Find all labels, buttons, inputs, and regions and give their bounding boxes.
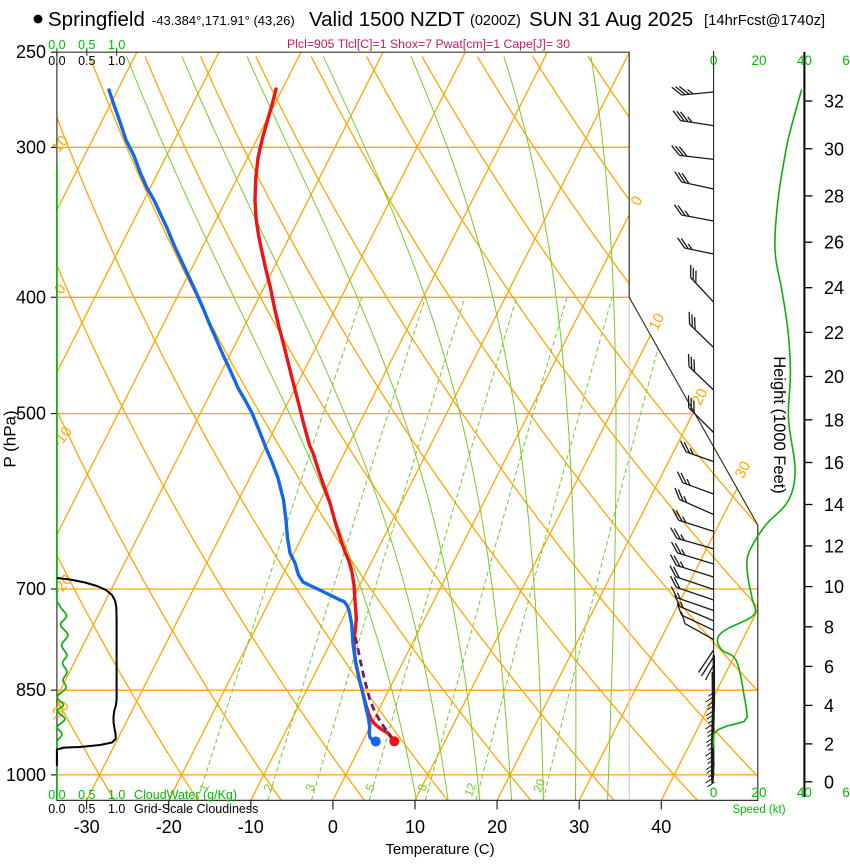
svg-text:60: 60	[842, 785, 850, 800]
svg-text:1.0: 1.0	[108, 38, 125, 52]
svg-text:24: 24	[824, 278, 844, 298]
svg-text:14: 14	[824, 495, 844, 515]
svg-text:1000: 1000	[6, 765, 46, 785]
svg-text:(0200Z): (0200Z)	[470, 13, 521, 29]
svg-text:8: 8	[824, 617, 834, 637]
svg-text:Speed (kt): Speed (kt)	[732, 804, 785, 816]
svg-text:40: 40	[797, 785, 812, 800]
svg-text:0: 0	[824, 772, 834, 792]
svg-text:0.5: 0.5	[78, 802, 95, 816]
svg-text:P (hPa): P (hPa)	[1, 410, 20, 467]
svg-text:32: 32	[824, 92, 844, 112]
svg-text:Temperature (C): Temperature (C)	[385, 841, 494, 858]
svg-text:12: 12	[461, 781, 479, 799]
svg-text:16: 16	[824, 453, 844, 473]
svg-text:0.0: 0.0	[48, 802, 65, 816]
svg-text:18: 18	[824, 410, 844, 430]
svg-text:850: 850	[16, 680, 46, 700]
svg-text:0.0: 0.0	[48, 54, 65, 68]
svg-text:10: 10	[405, 817, 425, 837]
svg-text:1.0: 1.0	[108, 788, 125, 802]
svg-text:0: 0	[710, 785, 718, 800]
svg-text:60: 60	[842, 53, 850, 68]
svg-text:Valid 1500 NZDT: Valid 1500 NZDT	[309, 8, 465, 31]
svg-text:0.5: 0.5	[78, 788, 95, 802]
svg-text:2: 2	[261, 782, 277, 793]
svg-text:0: 0	[328, 817, 338, 837]
svg-text:0.0: 0.0	[48, 38, 65, 52]
svg-text:40: 40	[651, 817, 671, 837]
svg-text:20: 20	[530, 777, 548, 795]
svg-text:700: 700	[16, 579, 46, 599]
svg-text:Height (1000 Feet): Height (1000 Feet)	[770, 356, 788, 494]
svg-text:Springfield: Springfield	[48, 8, 145, 31]
svg-text:20: 20	[751, 53, 766, 68]
svg-text:250: 250	[16, 42, 46, 62]
svg-text:-43.384°,171.91° (43,26): -43.384°,171.91° (43,26)	[152, 13, 295, 28]
svg-text:1.0: 1.0	[108, 802, 125, 816]
svg-text:10: 10	[646, 311, 669, 334]
svg-text:30: 30	[824, 139, 844, 159]
svg-text:CloudWater (g/Kg): CloudWater (g/Kg)	[134, 788, 237, 802]
svg-text:400: 400	[16, 287, 46, 307]
svg-text:1.0: 1.0	[108, 54, 125, 68]
svg-text:20: 20	[824, 367, 844, 387]
svg-text:-30: -30	[74, 817, 100, 837]
svg-text:SUN 31 Aug 2025: SUN 31 Aug 2025	[529, 8, 693, 31]
svg-text:30: 30	[732, 459, 755, 482]
svg-text:-20: -20	[156, 817, 182, 837]
svg-text:300: 300	[16, 137, 46, 157]
svg-text:28: 28	[824, 186, 844, 206]
svg-text:26: 26	[824, 233, 844, 253]
svg-text:4: 4	[824, 696, 834, 716]
svg-text:-10: -10	[238, 817, 264, 837]
svg-text:30: 30	[569, 817, 589, 837]
svg-text:20: 20	[487, 817, 507, 837]
svg-text:0.5: 0.5	[78, 54, 95, 68]
svg-text:12: 12	[824, 536, 844, 556]
svg-text:10: 10	[824, 577, 844, 597]
svg-text:1: 1	[197, 782, 213, 793]
svg-text:Plcl=905 Tlcl[C]=1 Shox=7 Pwat: Plcl=905 Tlcl[C]=1 Shox=7 Pwat[cm]=1 Cap…	[287, 37, 570, 51]
svg-text:20: 20	[751, 785, 766, 800]
svg-text:[14hrFcst@1740z]: [14hrFcst@1740z]	[704, 13, 825, 29]
svg-text:Grid-Scale Cloudiness: Grid-Scale Cloudiness	[134, 802, 258, 816]
svg-text:10: 10	[49, 132, 73, 156]
svg-text:22: 22	[824, 323, 844, 343]
svg-text:40: 40	[797, 53, 812, 68]
svg-text:500: 500	[16, 404, 46, 424]
svg-text:3: 3	[303, 782, 319, 793]
svg-text:6: 6	[824, 657, 834, 677]
svg-text:0: 0	[710, 53, 718, 68]
svg-text:5: 5	[363, 782, 379, 793]
svg-text:0.5: 0.5	[78, 38, 95, 52]
svg-text:8: 8	[415, 782, 431, 793]
svg-text:2: 2	[824, 734, 834, 754]
